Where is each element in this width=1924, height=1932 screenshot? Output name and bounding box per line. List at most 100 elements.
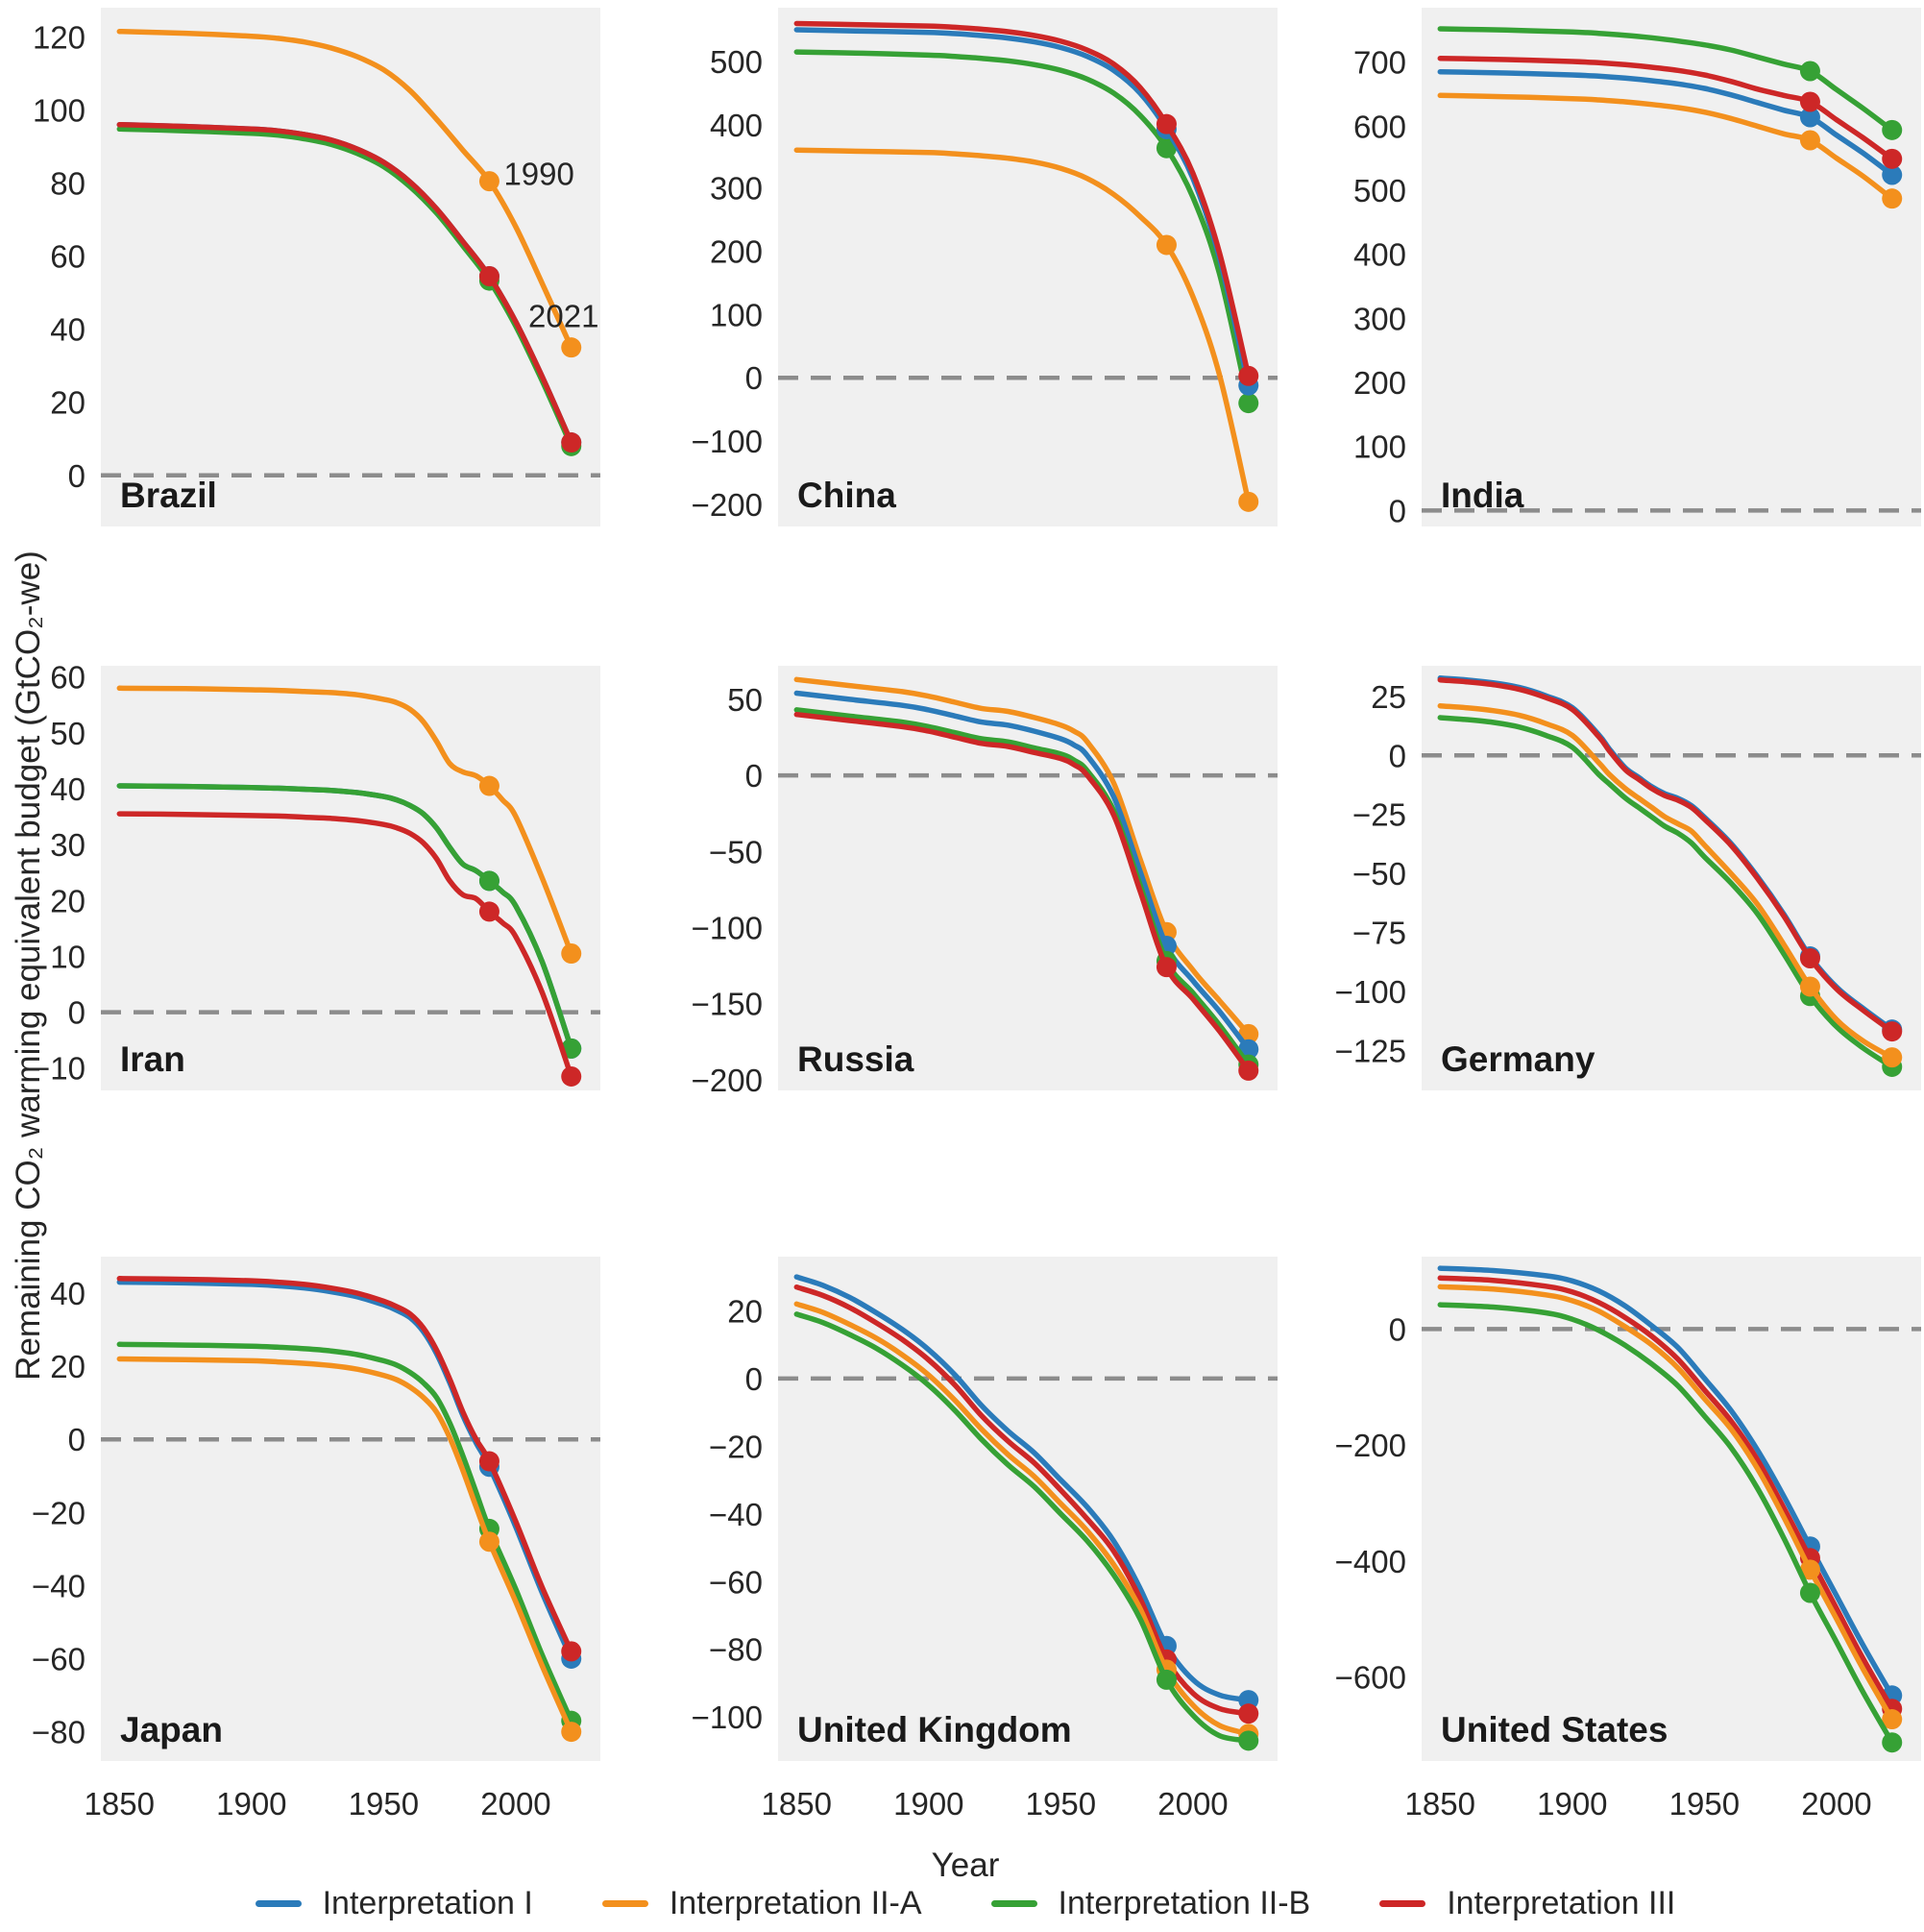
x-axis-tick-label: 1850	[85, 1786, 155, 1822]
y-axis-tick-label: 100	[710, 297, 763, 332]
y-axis-tick-label: 500	[1353, 173, 1406, 208]
data-point-marker	[1882, 188, 1903, 209]
y-axis-tick-label: 30	[50, 827, 85, 863]
country-label: China	[797, 476, 896, 515]
country-label: Japan	[120, 1710, 223, 1749]
marker-year-annotation: 1990	[503, 157, 573, 192]
y-axis-tick-label: −600	[1335, 1660, 1406, 1696]
y-axis-tick-label: 300	[710, 171, 763, 207]
chart-germany: −125 −100 −75 −50 −25 0 25 Germany	[1335, 666, 1921, 1090]
series-line	[1437, 55, 1895, 162]
country-label: United Kingdom	[797, 1710, 1072, 1749]
plot-panel	[778, 666, 1278, 1090]
y-axis-tick-label: −40	[709, 1497, 763, 1532]
plot-panel	[1422, 1257, 1921, 1761]
y-axis-tick-label: 500	[710, 44, 763, 80]
y-axis-tick-label: 200	[1353, 365, 1406, 401]
y-axis-tick-label: 0	[1389, 493, 1406, 528]
data-point-marker	[1799, 91, 1820, 112]
data-point-marker	[561, 1065, 582, 1087]
data-point-marker	[1799, 947, 1820, 968]
data-point-marker	[1156, 1669, 1177, 1690]
y-axis-tick-label: 0	[68, 995, 85, 1031]
y-axis-tick-label: 20	[50, 1349, 85, 1384]
y-axis-tick-label: 0	[745, 758, 763, 794]
y-axis-tick-label: −50	[1352, 856, 1406, 892]
y-axis-tick-label: −75	[1352, 915, 1406, 950]
y-axis-tick-label: 40	[50, 312, 85, 348]
data-point-marker	[1238, 365, 1259, 386]
data-point-marker	[1238, 1060, 1259, 1081]
data-point-marker	[1156, 113, 1177, 135]
chart-brazil: 0 20 40 60 80 100 120 1990 2021 Brazil	[33, 8, 600, 526]
x-axis-tick-label: 1950	[349, 1786, 419, 1822]
y-axis-tick-label: −60	[32, 1641, 85, 1676]
series-line	[116, 783, 574, 1052]
y-axis-tick-label: 10	[50, 939, 85, 974]
country-label: Germany	[1441, 1039, 1595, 1079]
data-point-marker	[478, 1531, 499, 1553]
series-line	[1437, 676, 1895, 1035]
series-line	[793, 49, 1252, 406]
country-label: Iran	[120, 1039, 185, 1079]
country-label: United States	[1441, 1710, 1668, 1749]
y-axis-tick-label: 60	[50, 239, 85, 275]
data-point-marker	[1882, 1709, 1903, 1730]
series-line	[116, 28, 574, 351]
y-axis-tick-label: 0	[745, 360, 763, 396]
x-axis-title: Year	[931, 1846, 1000, 1884]
data-point-marker	[1799, 107, 1820, 128]
y-axis-tick-label: 0	[1389, 738, 1406, 773]
y-axis-tick-label: −100	[692, 1700, 763, 1735]
data-point-marker	[1882, 164, 1903, 185]
series-line	[1437, 1265, 1895, 1699]
x-axis-tick-label: 1900	[1537, 1786, 1607, 1822]
series-line	[1437, 702, 1895, 1061]
y-axis-tick-label: −80	[709, 1632, 763, 1668]
data-point-marker	[1882, 1021, 1903, 1042]
series-line	[116, 811, 574, 1080]
y-axis-tick-label: 60	[50, 666, 85, 696]
data-point-marker	[1799, 976, 1820, 997]
y-axis-tick-label: 0	[1389, 1311, 1406, 1347]
data-point-marker	[478, 870, 499, 892]
y-axis-tick-label: 400	[710, 108, 763, 143]
y-axis-tick-label: 20	[50, 883, 85, 918]
country-label: Brazil	[120, 476, 217, 515]
y-axis-tick-label: −25	[1352, 797, 1406, 833]
x-axis-tick-label: 1900	[893, 1786, 963, 1822]
legend-label: Interpretation II-B	[1058, 1885, 1311, 1921]
y-axis-tick-label: −100	[692, 424, 763, 459]
data-point-marker	[1882, 119, 1903, 140]
data-point-marker	[1238, 1730, 1259, 1751]
y-axis-tick-label: 40	[50, 1276, 85, 1311]
series-line	[1437, 92, 1895, 202]
legend-item: Interpretation II-A	[601, 1885, 922, 1922]
marker-year-annotation: 2021	[528, 299, 598, 334]
y-axis-tick-label: 20	[50, 385, 85, 421]
legend-item: Interpretation I	[255, 1885, 533, 1922]
data-point-marker	[561, 1641, 582, 1662]
series-line	[1437, 68, 1895, 178]
y-axis-tick-label: −10	[32, 1051, 85, 1087]
y-axis-tick-label: −200	[692, 1063, 763, 1098]
y-axis-tick-label: 100	[33, 92, 85, 128]
data-point-marker	[1156, 137, 1177, 159]
series-line	[116, 685, 574, 957]
x-axis-tick-label: 1950	[1669, 1786, 1740, 1822]
y-axis-tick-label: −150	[692, 987, 763, 1022]
data-point-marker	[1238, 1703, 1259, 1724]
x-axis-tick-label: 2000	[1801, 1786, 1871, 1822]
plot-panel	[101, 1257, 600, 1761]
y-axis-tick-label: −200	[1335, 1428, 1406, 1463]
data-point-marker	[561, 943, 582, 965]
y-axis-tick-label: −40	[32, 1568, 85, 1603]
legend-item: Interpretation III	[1379, 1885, 1675, 1922]
y-axis-tick-label: −125	[1335, 1033, 1406, 1068]
series-line	[1437, 715, 1895, 1070]
country-label: India	[1441, 476, 1524, 515]
y-axis-tick-label: 700	[1353, 45, 1406, 81]
series-line	[1437, 1275, 1895, 1712]
y-axis-tick-label: 0	[745, 1361, 763, 1397]
legend-label: Interpretation III	[1447, 1885, 1676, 1921]
